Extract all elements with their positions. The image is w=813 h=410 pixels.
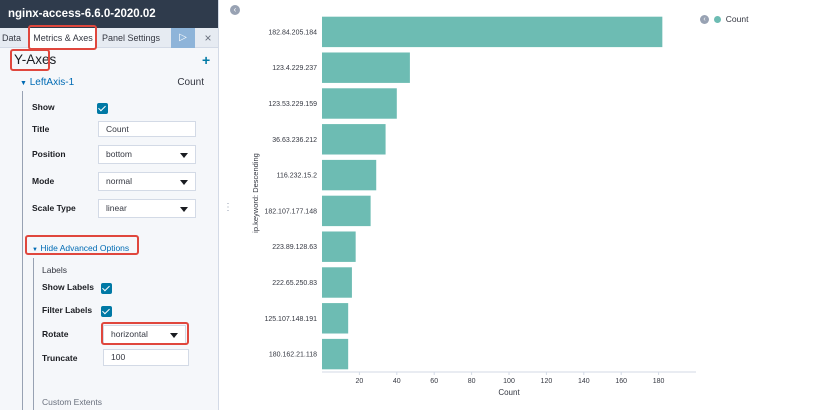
x-axis-ticks: 20 40 60 80 100 120 140 160 180 (356, 372, 665, 385)
play-icon: ▷ (179, 32, 187, 43)
close-icon: × (204, 31, 212, 45)
category-label: 36.63.236.212 (272, 137, 317, 144)
rotate-select-value: horizontal (111, 329, 148, 339)
y-axis-type: Count (177, 77, 204, 88)
axis-title-input[interactable]: Count (98, 121, 196, 137)
advanced-toggle-label: Hide Advanced Options (40, 243, 130, 253)
mode-label: Mode (32, 176, 55, 186)
x-tick-label: 120 (541, 378, 553, 385)
mode-select-value: normal (106, 176, 132, 186)
panel-resize-handle[interactable]: ⋮ (223, 202, 233, 213)
caret-down-icon (180, 207, 188, 212)
x-tick-label: 160 (615, 378, 627, 385)
mode-select[interactable]: normal (98, 172, 196, 191)
filter-labels-checkbox[interactable] (101, 306, 112, 317)
bar-125-107-148-191[interactable] (322, 303, 349, 334)
scale-type-select[interactable]: linear (98, 199, 196, 218)
x-tick-label: 40 (393, 378, 401, 385)
y-axis-title: ip.keyword: Descending (251, 153, 260, 233)
collapse-sidebar-icon[interactable]: ‹ (230, 5, 240, 15)
x-tick-label: 60 (430, 378, 438, 385)
apply-changes-button[interactable]: ▷ (171, 28, 195, 48)
category-label: 116.232.15.2 (277, 173, 317, 180)
show-checkbox[interactable] (97, 103, 108, 114)
plus-icon: + (202, 52, 211, 68)
x-tick-label: 20 (356, 378, 364, 385)
tab-panel-settings[interactable]: Panel Settings (101, 33, 161, 43)
x-tick-label: 100 (503, 378, 515, 385)
bar-223-89-128-63[interactable] (322, 231, 356, 262)
bar-36-63-236-212[interactable] (322, 124, 386, 155)
category-label: 180.162.21.118 (269, 352, 317, 359)
legend-color-dot (714, 16, 722, 24)
bar-group (322, 16, 663, 370)
chart-legend: ‹ Count (700, 14, 748, 25)
title-label: Title (32, 124, 50, 134)
category-label: 222.65.250.83 (272, 280, 317, 287)
labels-subheading: Labels (42, 265, 68, 275)
x-tick-label: 180 (653, 378, 665, 385)
position-label: Position (32, 149, 66, 159)
hide-advanced-options-link[interactable]: ▼ Hide Advanced Options (32, 243, 129, 253)
show-labels-checkbox[interactable] (101, 283, 112, 294)
category-label: 223.89.128.63 (272, 244, 317, 251)
rotate-label: Rotate (42, 329, 69, 339)
bar-116-232-15-2[interactable] (322, 159, 377, 191)
bar-chart: 182.84.205.184 123.4.229.237 123.53.229.15… (251, 16, 696, 397)
rotate-select[interactable]: horizontal (103, 325, 186, 344)
x-tick-label: 80 (468, 378, 476, 385)
y-axis-name: LeftAxis-1 (29, 77, 75, 88)
x-axis-title: Count (498, 388, 520, 397)
truncate-input[interactable]: 100 (103, 349, 189, 366)
truncate-label: Truncate (42, 353, 78, 363)
category-label: 182.107.177.148 (264, 208, 317, 215)
tab-metrics-axes[interactable]: Metrics & Axes (30, 28, 96, 48)
caret-down-icon (180, 180, 188, 185)
bar-182-107-177-148[interactable] (322, 195, 371, 227)
y-axis-toggle[interactable]: ▼ LeftAxis-1 (20, 77, 74, 88)
discard-changes-button[interactable]: × (199, 28, 217, 48)
section-title-y-axes: Y-Axes (14, 52, 57, 67)
category-label: 182.84.205.184 (268, 29, 317, 36)
scale-type-select-value: linear (106, 203, 127, 213)
category-labels: 182.84.205.184 123.4.229.237 123.53.229.15… (264, 29, 317, 358)
category-label: 123.4.229.237 (272, 65, 317, 72)
custom-extents-link[interactable]: Custom Extents (42, 397, 102, 407)
legend-label: Count (725, 14, 749, 24)
y-axis-header[interactable]: ▼ LeftAxis-1 Count (20, 77, 210, 88)
caret-down-icon: ▼ (32, 247, 38, 253)
axis-group-rule (22, 91, 23, 410)
index-pattern-title: nginx-access-6.6.0-2020.02 (0, 0, 218, 28)
caret-down-icon (180, 153, 188, 158)
x-tick-label: 140 (578, 378, 590, 385)
bar-123-53-229-159[interactable] (322, 88, 397, 119)
caret-down-icon (170, 333, 178, 338)
bar-222-65-250-83[interactable] (322, 267, 352, 298)
caret-down-icon: ▼ (20, 80, 27, 87)
tab-data[interactable]: Data (2, 33, 22, 43)
bar-182-84-205-184[interactable] (322, 16, 663, 48)
category-label: 123.53.229.159 (268, 101, 317, 108)
legend-item-count[interactable]: Count (714, 14, 748, 24)
position-select[interactable]: bottom (98, 145, 196, 164)
show-labels-label: Show Labels (42, 282, 94, 292)
bar-180-162-21-118[interactable] (322, 338, 349, 370)
position-select-value: bottom (106, 149, 132, 159)
category-label: 125.107.148.191 (264, 316, 317, 323)
bar-123-4-229-237[interactable] (322, 52, 410, 83)
show-label: Show (32, 102, 55, 112)
add-y-axis-button[interactable]: + (202, 52, 210, 68)
advanced-group-rule (33, 258, 34, 410)
filter-labels-label: Filter Labels (42, 305, 93, 315)
chevron-left-icon[interactable]: ‹ (700, 15, 709, 25)
scale-type-label: Scale Type (32, 203, 76, 213)
editor-tabs: Data Metrics & Axes Panel Settings ▷ × (0, 28, 218, 48)
editor-sidebar: nginx-access-6.6.0-2020.02 Data Metrics … (0, 0, 219, 410)
